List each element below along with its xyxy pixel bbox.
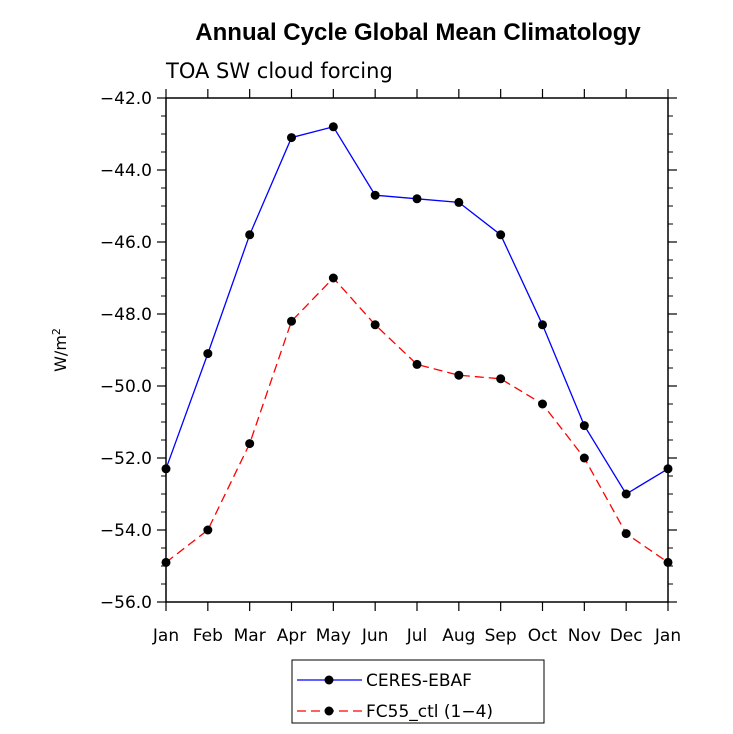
series-fc55-ctl-1-4-point xyxy=(621,529,631,539)
series-fc55-ctl-1-4-point xyxy=(203,525,213,535)
legend-marker-fc55-ctl xyxy=(324,706,334,716)
series-ceres-ebaf-point xyxy=(454,197,464,207)
series-ceres-ebaf-point xyxy=(496,230,506,240)
series-ceres-ebaf-point xyxy=(328,122,338,132)
x-tick-label: May xyxy=(316,626,351,646)
series-fc55-ctl-1-4-point xyxy=(328,273,338,283)
series-fc55-ctl-1-4-point xyxy=(370,320,380,330)
axis-ticks: −56.0 −54.0 −52.0 −50.0 −48.0 −46.0 −44.0 −42.0… xyxy=(100,89,681,646)
legend-marker-ceres-ebaf xyxy=(324,675,334,685)
series-ceres-ebaf-point xyxy=(412,194,422,204)
x-tick-label: Jan xyxy=(654,626,681,646)
y-tick-label: −56.0 xyxy=(100,593,152,613)
series-fc55-ctl-1-4-point xyxy=(579,453,589,463)
y-tick-label: −54.0 xyxy=(100,521,152,541)
legend-label-ceres-ebaf: CERES-EBAF xyxy=(366,671,472,691)
series-ceres-ebaf-point xyxy=(538,320,547,330)
x-tick-label: Oct xyxy=(528,626,558,646)
series-fc55-ctl-1-4-point xyxy=(454,370,464,380)
x-tick-label: Aug xyxy=(442,626,475,646)
series-fc55-ctl-1-4-point xyxy=(287,316,296,326)
series-ceres-ebaf-point xyxy=(621,489,631,499)
legend-label-fc55-ctl: FC55_ctl (1−4) xyxy=(366,702,493,722)
y-axis-label: W/m2 xyxy=(50,328,70,372)
series-fc55-ctl-1-4-point xyxy=(496,374,506,384)
plot-frame xyxy=(165,97,669,603)
x-tick-label: Mar xyxy=(234,626,266,646)
series-fc55-ctl-1-4-point xyxy=(245,439,255,449)
y-tick-label: −44.0 xyxy=(100,161,152,181)
series-ceres-ebaf-point xyxy=(203,349,213,359)
chart-title: Annual Cycle Global Mean Climatology xyxy=(195,19,641,46)
chart-subtitle: TOA SW cloud forcing xyxy=(165,59,393,83)
series-fc55-ctl-1-4-point xyxy=(538,399,547,409)
legend-box xyxy=(291,659,545,724)
y-tick-label: −48.0 xyxy=(100,305,152,325)
y-tick-label: −42.0 xyxy=(100,89,152,109)
series-fc55-ctl-1-4-point xyxy=(663,557,673,567)
x-tick-label: Dec xyxy=(610,626,643,646)
series-ceres-ebaf-point xyxy=(370,190,380,200)
y-axis-label-superscript: 2 xyxy=(50,328,63,335)
series-ceres-ebaf-point xyxy=(161,464,171,474)
y-axis-label-unit: W/m xyxy=(51,335,70,372)
x-tick-label: Nov xyxy=(568,626,601,646)
series-ceres-ebaf-point xyxy=(245,230,255,240)
x-tick-label: Jan xyxy=(152,626,179,646)
x-tick-label: Sep xyxy=(485,626,517,646)
series-fc55-ctl-1-4-point xyxy=(412,359,422,369)
x-tick-label: Jul xyxy=(406,626,428,646)
x-tick-label: Feb xyxy=(193,626,223,646)
series-fc55-ctl-1-4-line xyxy=(165,277,669,563)
y-tick-label: −52.0 xyxy=(100,449,152,469)
series-ceres-ebaf-point xyxy=(579,421,589,431)
y-tick-label: −46.0 xyxy=(100,233,152,253)
legend: CERES-EBAF FC55_ctl (1−4) xyxy=(291,659,545,724)
series-ceres-ebaf-line xyxy=(165,126,669,495)
series-fc55-ctl-1-4-point xyxy=(161,557,171,567)
series-ceres-ebaf-point xyxy=(663,464,673,474)
y-tick-label: −50.0 xyxy=(100,377,152,397)
x-tick-label: Apr xyxy=(277,626,306,646)
series-ceres-ebaf-point xyxy=(287,133,296,143)
series-layer xyxy=(161,122,673,567)
x-tick-label: Jun xyxy=(361,626,389,646)
